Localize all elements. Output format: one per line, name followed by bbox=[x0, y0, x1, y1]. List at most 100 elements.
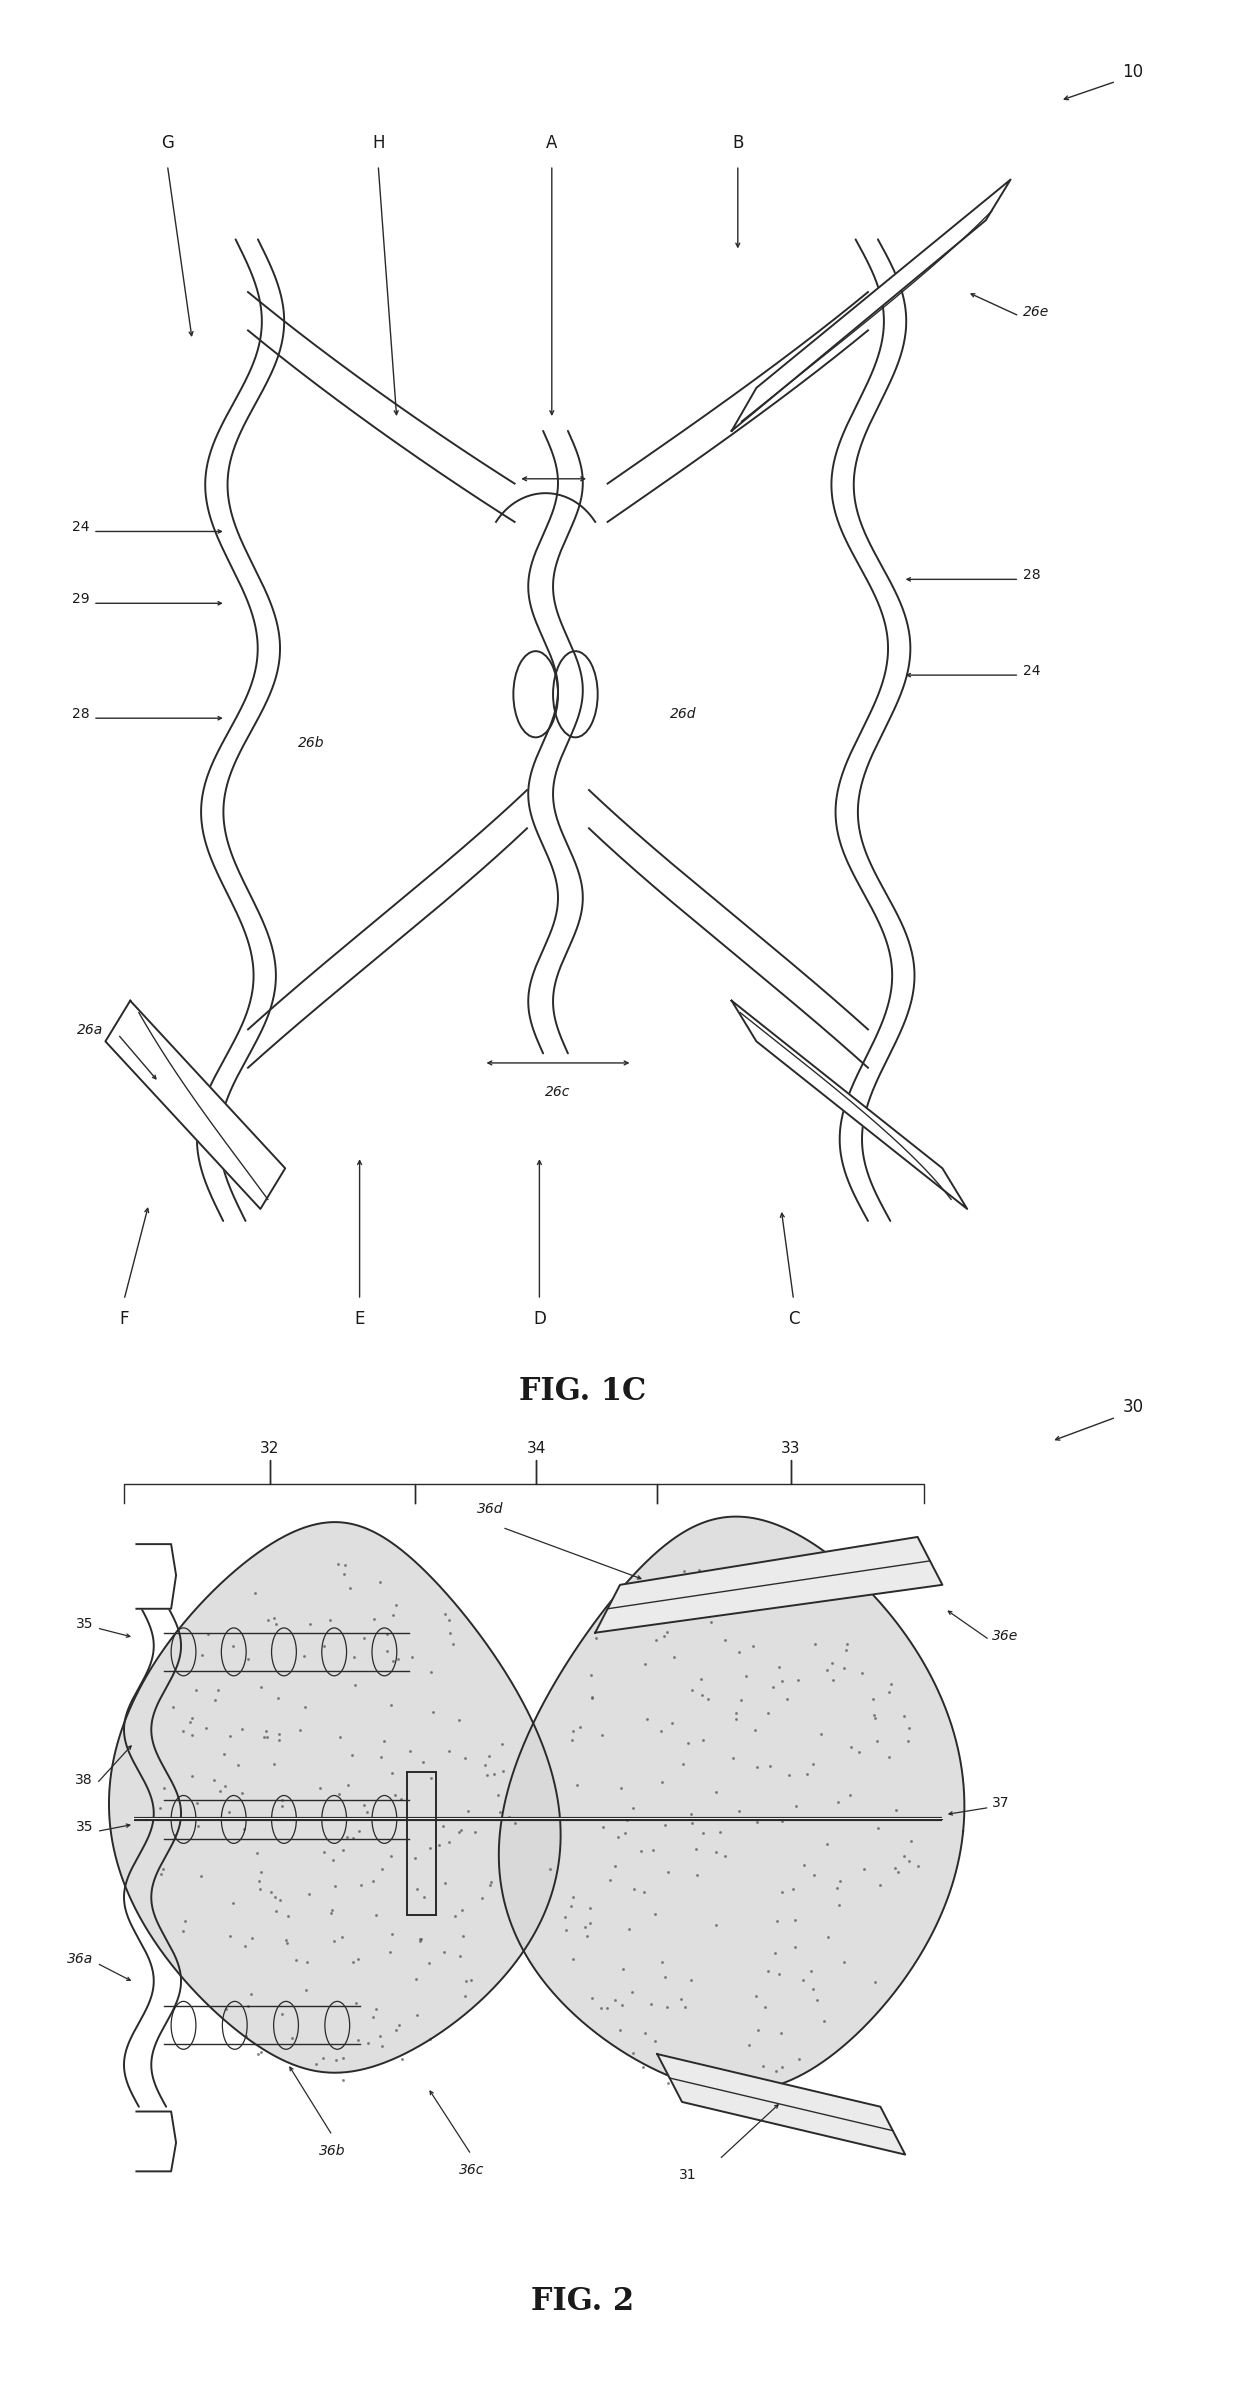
Point bbox=[578, 1918, 598, 1956]
Point bbox=[326, 2042, 346, 2080]
Point bbox=[866, 1963, 885, 2001]
Point bbox=[449, 1812, 469, 1851]
Point bbox=[324, 1922, 343, 1961]
Point bbox=[662, 1705, 682, 1743]
Point bbox=[849, 1733, 869, 1772]
Point bbox=[348, 1939, 368, 1977]
Point bbox=[797, 1755, 817, 1793]
Point bbox=[763, 1669, 782, 1707]
Text: E: E bbox=[355, 1310, 365, 1329]
Point bbox=[221, 1716, 241, 1755]
Point bbox=[477, 1757, 497, 1796]
Point bbox=[373, 1721, 393, 1760]
Point bbox=[556, 1910, 575, 1949]
Point bbox=[864, 1697, 884, 1736]
Point bbox=[408, 1997, 428, 2035]
Point bbox=[580, 1889, 600, 1927]
Point bbox=[605, 1846, 625, 1884]
Point bbox=[198, 1616, 218, 1654]
Point bbox=[399, 1731, 419, 1769]
Point bbox=[773, 1872, 792, 1910]
Point bbox=[598, 1989, 618, 2028]
Point bbox=[706, 1906, 725, 1944]
Point bbox=[885, 1791, 905, 1829]
Point bbox=[729, 1791, 749, 1829]
Point bbox=[445, 1896, 465, 1934]
Point bbox=[605, 1980, 625, 2018]
Point bbox=[435, 1863, 455, 1901]
Text: 36e: 36e bbox=[992, 1628, 1018, 1642]
Point bbox=[450, 1810, 470, 1848]
Point bbox=[593, 1807, 613, 1846]
Point bbox=[257, 1712, 277, 1750]
Point bbox=[675, 1987, 694, 2025]
Point bbox=[337, 1817, 357, 1855]
Point bbox=[908, 1848, 928, 1886]
Point bbox=[635, 1645, 655, 1683]
Point bbox=[383, 1642, 403, 1681]
Point bbox=[490, 1793, 510, 1831]
Point bbox=[785, 1901, 805, 1939]
Point bbox=[593, 1716, 613, 1755]
Point bbox=[175, 1903, 195, 1942]
Point bbox=[706, 1551, 725, 1590]
Text: 35: 35 bbox=[76, 1616, 93, 1630]
Point bbox=[388, 1640, 408, 1678]
Point bbox=[258, 1602, 278, 1640]
Point bbox=[455, 1977, 475, 2016]
Point bbox=[621, 1973, 641, 2011]
Point bbox=[277, 1925, 296, 1963]
Point bbox=[322, 1841, 342, 1879]
Point bbox=[182, 1757, 202, 1796]
Text: 26a: 26a bbox=[77, 1022, 103, 1037]
Point bbox=[766, 1566, 786, 1604]
Point bbox=[314, 1628, 334, 1666]
Point bbox=[192, 1635, 212, 1673]
Point bbox=[272, 1994, 291, 2033]
Point bbox=[794, 1846, 813, 1884]
Point bbox=[252, 1853, 272, 1891]
Point bbox=[563, 1939, 583, 1977]
Point bbox=[600, 1860, 620, 1898]
Point bbox=[729, 1633, 749, 1671]
Point bbox=[286, 1942, 306, 1980]
Point bbox=[299, 1875, 319, 1913]
Point bbox=[422, 1760, 441, 1798]
Point bbox=[637, 1700, 657, 1738]
Point bbox=[833, 1944, 853, 1982]
Point bbox=[582, 1657, 601, 1695]
Point bbox=[506, 1805, 526, 1843]
Point bbox=[208, 1671, 228, 1709]
Point bbox=[693, 1812, 713, 1851]
Point bbox=[386, 2011, 405, 2049]
Point bbox=[758, 1695, 777, 1733]
Point bbox=[382, 1915, 402, 1954]
Point bbox=[868, 1810, 888, 1848]
Point bbox=[500, 1798, 520, 1836]
Point bbox=[247, 1834, 267, 1872]
Point bbox=[715, 1836, 735, 1875]
Point bbox=[343, 1819, 363, 1858]
Point bbox=[688, 1551, 708, 1590]
Point bbox=[634, 1872, 653, 1910]
Point bbox=[228, 1745, 248, 1784]
Point bbox=[681, 1961, 701, 1999]
Point bbox=[363, 1863, 383, 1901]
Point bbox=[658, 1853, 678, 1891]
Text: 37: 37 bbox=[992, 1796, 1009, 1810]
Point bbox=[335, 1554, 355, 1592]
Point bbox=[150, 1788, 170, 1827]
Point bbox=[632, 2047, 652, 2085]
Point bbox=[687, 1855, 707, 1894]
Polygon shape bbox=[498, 1515, 965, 2092]
Point bbox=[830, 1863, 849, 1901]
Point bbox=[210, 1772, 229, 1810]
Point bbox=[739, 2025, 759, 2064]
Point bbox=[706, 1772, 725, 1810]
Point bbox=[823, 1661, 843, 1700]
Point bbox=[854, 1851, 874, 1889]
Point bbox=[392, 2040, 412, 2078]
Point bbox=[804, 1970, 823, 2009]
Point bbox=[894, 1697, 914, 1736]
Point bbox=[453, 1891, 472, 1930]
